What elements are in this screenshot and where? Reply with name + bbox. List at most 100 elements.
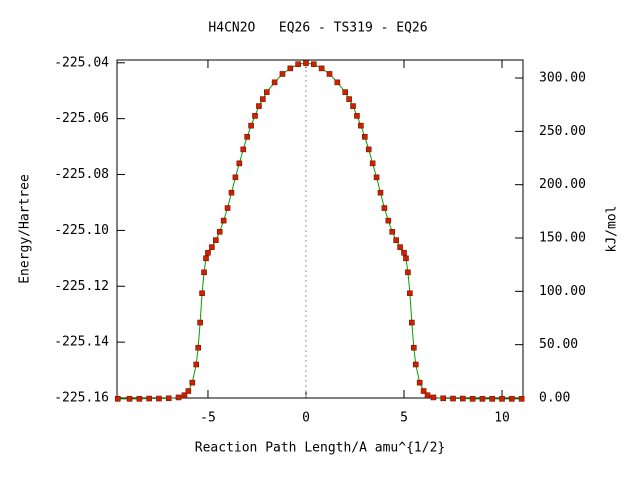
point — [213, 237, 219, 243]
point — [401, 249, 407, 256]
point — [479, 396, 486, 402]
point — [260, 96, 266, 102]
point — [209, 244, 215, 250]
point — [354, 113, 360, 119]
point — [373, 174, 380, 181]
y-tick-label: -225.06 — [54, 111, 109, 126]
point — [263, 89, 270, 95]
point — [518, 396, 525, 402]
y2-tick-label: 150.00 — [539, 231, 586, 246]
point — [303, 60, 309, 66]
point — [295, 61, 301, 67]
point — [256, 103, 262, 109]
y-tick-label: -225.04 — [54, 55, 109, 70]
point — [228, 189, 235, 196]
point — [232, 174, 239, 181]
point — [460, 395, 466, 402]
x-tick-label: 5 — [400, 411, 408, 426]
point — [389, 228, 396, 235]
point — [165, 395, 172, 402]
point — [450, 395, 456, 402]
point — [136, 396, 143, 402]
point — [287, 65, 294, 72]
point — [469, 396, 476, 402]
point — [244, 134, 250, 140]
y2-tick-label: 50.00 — [539, 337, 578, 352]
point — [201, 269, 207, 276]
point — [197, 319, 203, 326]
point — [489, 396, 496, 402]
point — [146, 395, 152, 402]
point — [409, 319, 415, 326]
x-tick-label: 10 — [494, 411, 510, 426]
point — [430, 394, 437, 401]
point — [189, 379, 196, 386]
point — [156, 395, 162, 402]
point — [365, 146, 372, 153]
point — [279, 71, 286, 77]
point — [393, 237, 399, 243]
point — [252, 113, 258, 119]
y2-tick-label: 100.00 — [539, 284, 586, 299]
point — [377, 189, 384, 196]
point — [381, 205, 388, 211]
point — [424, 392, 431, 399]
point — [346, 96, 352, 102]
point — [411, 344, 417, 351]
point — [216, 228, 223, 235]
plot-frame — [116, 59, 524, 399]
point — [195, 344, 201, 351]
y2-tick-label: 250.00 — [539, 124, 586, 139]
point — [405, 269, 411, 276]
x-axis-label: Reaction Path Length/A amu^{1/2} — [195, 441, 445, 456]
y2-tick-label: 300.00 — [539, 71, 586, 86]
point — [220, 217, 227, 224]
point — [499, 396, 505, 402]
point — [224, 205, 231, 211]
point — [203, 255, 209, 262]
y-tick-label: -225.16 — [54, 391, 109, 406]
point — [440, 395, 447, 402]
point — [181, 392, 188, 399]
point — [420, 388, 427, 394]
point — [385, 217, 392, 224]
y2-tick-label: 0.00 — [539, 391, 570, 406]
point — [416, 379, 423, 386]
point — [334, 79, 341, 86]
point — [236, 160, 243, 167]
point — [240, 146, 247, 153]
point — [509, 396, 515, 402]
point — [369, 160, 376, 167]
y-tick-label: -225.14 — [54, 335, 109, 350]
point — [318, 65, 325, 72]
point — [175, 394, 182, 401]
y-axis-label: Energy/Hartree — [18, 174, 33, 284]
point — [248, 122, 254, 129]
point — [271, 79, 278, 86]
point — [361, 134, 368, 140]
point — [205, 249, 211, 256]
point — [193, 361, 200, 368]
point — [199, 290, 205, 297]
line — [117, 62, 522, 400]
y-tick-label: -225.10 — [54, 223, 109, 238]
point — [326, 71, 333, 77]
point — [412, 361, 419, 368]
chart-title: H4CN2O EQ26 - TS319 - EQ26 — [208, 21, 427, 36]
point — [342, 89, 348, 95]
point — [358, 122, 364, 129]
x-tick-label: 0 — [302, 411, 310, 426]
y2-tick-label: 200.00 — [539, 177, 586, 192]
x-tick-label: -5 — [200, 411, 216, 426]
y-tick-label: -225.08 — [54, 167, 109, 182]
point — [114, 396, 121, 402]
point — [311, 61, 317, 67]
y-tick-label: -225.12 — [54, 279, 109, 294]
point — [126, 396, 133, 402]
point — [403, 255, 409, 262]
point — [407, 290, 413, 297]
point — [185, 388, 192, 394]
y2-axis-label: kJ/mol — [605, 206, 620, 253]
point — [397, 244, 403, 250]
